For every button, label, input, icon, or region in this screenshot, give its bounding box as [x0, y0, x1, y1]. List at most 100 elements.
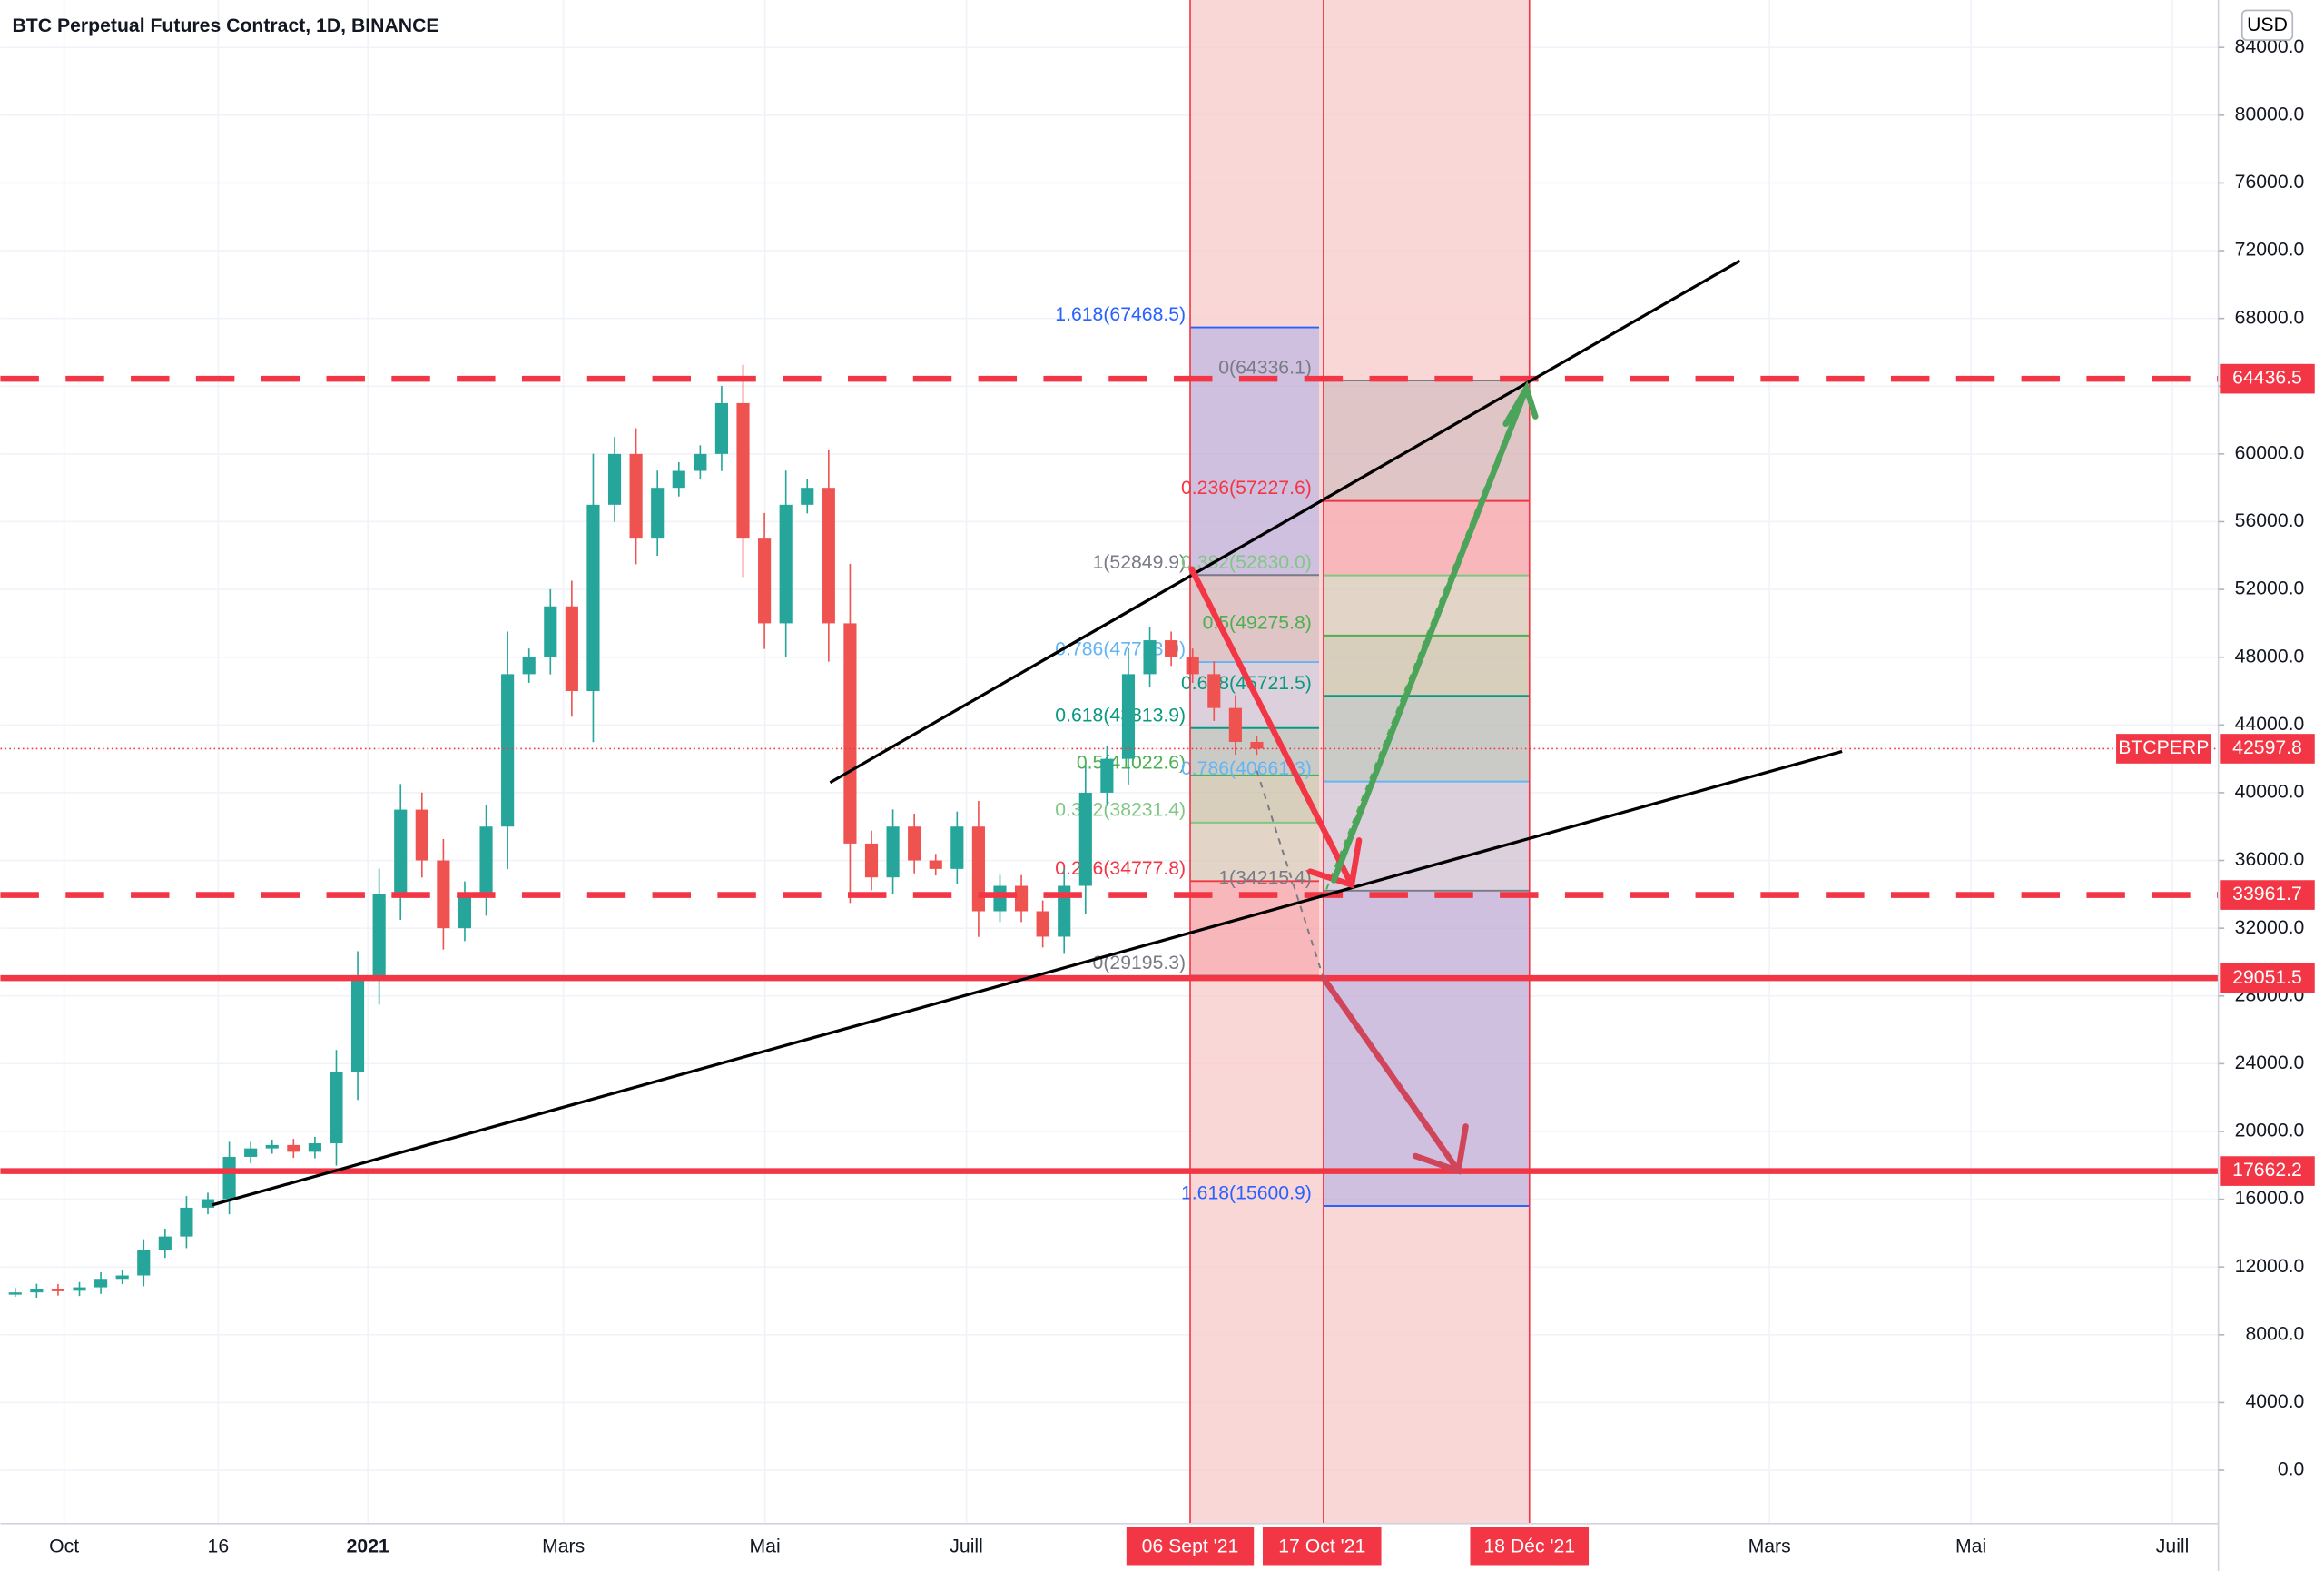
- currency: USD: [2247, 15, 2288, 35]
- candle: [180, 1207, 193, 1237]
- y-tick-label: 0.0: [2278, 1459, 2304, 1480]
- candle: [115, 1275, 129, 1280]
- candle: [1165, 640, 1178, 657]
- candle: [1036, 911, 1049, 937]
- y-tick-label: 84000.0: [2235, 36, 2305, 57]
- arrow: [1188, 566, 1363, 889]
- fib-label: 0.786(40661.3): [1181, 758, 1312, 779]
- x-tick-label: Juill: [950, 1536, 983, 1556]
- fib-label: 1.618(15600.9): [1181, 1183, 1312, 1204]
- candle: [287, 1144, 300, 1152]
- fib-label: 0.618(43813.9): [1055, 705, 1186, 726]
- date-marker: [1126, 1527, 1255, 1566]
- candle: [244, 1148, 258, 1157]
- date-marker: [1470, 1527, 1590, 1566]
- fib-label: 0.5(49275.8): [1203, 612, 1312, 633]
- trend-line: [212, 749, 1843, 1207]
- candle: [394, 809, 408, 894]
- fib-label: 0.236(34777.8): [1055, 858, 1186, 879]
- date-marker-label: 17 Oct '21: [1278, 1536, 1365, 1556]
- fib-band: [1190, 822, 1319, 882]
- price-tag: [2220, 963, 2315, 993]
- price-tag-label: 64436.5: [2232, 368, 2302, 389]
- candle: [607, 453, 622, 505]
- symbol-tag-label: BTCPERP: [2118, 737, 2209, 758]
- fib-label: 1.618(67468.5): [1055, 304, 1186, 325]
- candle: [1078, 792, 1092, 886]
- candle: [222, 1156, 236, 1200]
- x-tick-label: 16: [208, 1536, 230, 1556]
- candle: [565, 606, 578, 692]
- y-tick-label: 40000.0: [2235, 782, 2305, 803]
- candle: [801, 488, 814, 505]
- candle: [372, 894, 386, 980]
- y-tick-label: 32000.0: [2235, 917, 2305, 938]
- y-tick-label: 52000.0: [2235, 578, 2305, 599]
- fib-label: 0(64336.1): [1218, 358, 1312, 379]
- y-tick-label: 60000.0: [2235, 442, 2305, 463]
- candle: [158, 1236, 172, 1250]
- price-tag-label: 42597.8: [2232, 737, 2302, 758]
- fib-band: [1323, 575, 1530, 636]
- candle: [265, 1144, 279, 1149]
- candle: [73, 1287, 86, 1291]
- candle: [350, 979, 365, 1072]
- candle: [201, 1199, 215, 1208]
- candle: [651, 488, 665, 539]
- currency-badge[interactable]: [2240, 9, 2294, 41]
- fib-band: [1190, 727, 1319, 776]
- y-tick-label: 24000.0: [2235, 1052, 2305, 1073]
- candle: [522, 657, 536, 675]
- date-marker-label: 18 Déc '21: [1483, 1536, 1575, 1556]
- x-tick-label: Mai: [750, 1536, 781, 1556]
- candle: [137, 1250, 151, 1276]
- y-tick-label: 48000.0: [2235, 646, 2305, 667]
- fib-band: [1323, 500, 1530, 576]
- fib-band: [1323, 890, 1530, 1207]
- fib-label: 1(52849.9): [1093, 552, 1187, 573]
- candle: [950, 826, 964, 869]
- candle: [1207, 674, 1221, 708]
- y-tick-label: 44000.0: [2235, 714, 2305, 735]
- fib-group: 1.618(67468.5)1(52849.9)0.786(47713.9)0.…: [1055, 304, 1530, 1208]
- candle: [501, 674, 515, 827]
- arrow: [1320, 974, 1469, 1175]
- price-tag-label: 33961.7: [2232, 884, 2302, 904]
- fib-label: 1(34215.4): [1218, 867, 1312, 888]
- candle: [736, 402, 750, 539]
- y-tick-label: 8000.0: [2245, 1323, 2304, 1344]
- fib-band: [1190, 575, 1319, 663]
- chart-title: BTC Perpetual Futures Contract, 1D, BINA…: [13, 15, 439, 36]
- x-tick-label: Juill: [2156, 1536, 2190, 1556]
- candle: [308, 1143, 321, 1152]
- candle: [8, 1292, 22, 1295]
- price-tag: [2220, 363, 2315, 394]
- candle: [714, 402, 729, 454]
- price-tag: [2220, 734, 2315, 764]
- candle: [1058, 885, 1071, 937]
- candle: [971, 826, 985, 912]
- candle: [694, 453, 707, 471]
- fib-label: 0.382(38231.4): [1055, 799, 1186, 820]
- fib-label: 0.382(52830.0): [1181, 552, 1312, 573]
- y-tick-label: 12000.0: [2235, 1256, 2305, 1277]
- candle: [758, 538, 772, 624]
- x-tick-label: Mai: [1955, 1536, 1986, 1556]
- levels: [0, 375, 2219, 1174]
- candle: [672, 470, 685, 489]
- price-tag: [2220, 880, 2315, 910]
- projection: [1256, 770, 1324, 979]
- y-tick-label: 76000.0: [2235, 172, 2305, 193]
- candle: [779, 504, 793, 624]
- candle: [458, 894, 472, 929]
- fib-label: 0(29195.3): [1093, 953, 1187, 973]
- zone: [1190, 0, 1324, 1524]
- date-marker: [1262, 1527, 1382, 1566]
- price-tag-label: 17662.2: [2232, 1160, 2302, 1181]
- arrow: [1331, 380, 1539, 884]
- trend-line: [829, 259, 1741, 785]
- candle: [1186, 657, 1199, 675]
